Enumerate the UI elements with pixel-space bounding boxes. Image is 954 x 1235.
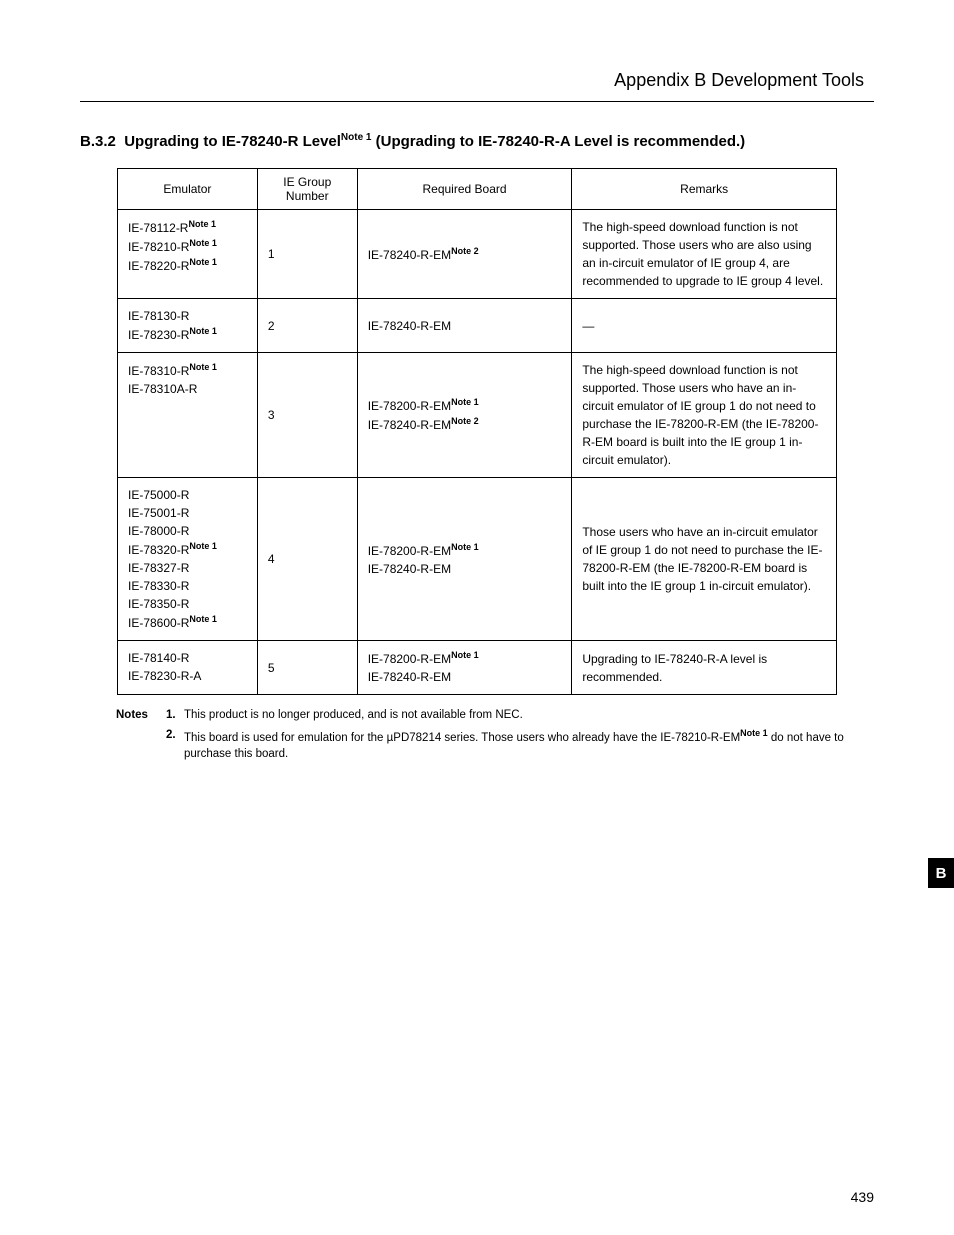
note-1-text: This product is no longer produced, and …: [184, 707, 874, 723]
table-row: IE-75000-RIE-75001-RIE-78000-RIE-78320-R…: [118, 478, 837, 641]
table-row: IE-78130-RIE-78230-RNote 12IE-78240-R-EM…: [118, 299, 837, 353]
table-row: IE-78140-RIE-78230-R-A5IE-78200-R-EMNote…: [118, 641, 837, 695]
emulator-item: IE-78210-RNote 1: [128, 237, 247, 256]
note-ref: Note 1: [189, 238, 217, 248]
note-ref: Note 1: [451, 542, 479, 552]
page-number: 439: [851, 1189, 874, 1205]
emulator-item: IE-78330-R: [128, 577, 247, 595]
th-board: Required Board: [357, 169, 572, 210]
note-ref: Note 1: [189, 326, 217, 336]
note-2-mid: PD78214 series. Those users who already …: [393, 732, 740, 744]
emulator-item: IE-78112-RNote 1: [128, 218, 247, 237]
note-ref: Note 1: [189, 257, 217, 267]
emulator-item: IE-78350-R: [128, 595, 247, 613]
emulator-cell: IE-78112-RNote 1IE-78210-RNote 1IE-78220…: [118, 210, 258, 299]
table-row: IE-78112-RNote 1IE-78210-RNote 1IE-78220…: [118, 210, 837, 299]
emulator-item: IE-78230-RNote 1: [128, 325, 247, 344]
board-cell: IE-78240-R-EM: [357, 299, 572, 353]
remarks-cell: Those users who have an in-circuit emula…: [572, 478, 837, 641]
emulator-item: IE-78130-R: [128, 307, 247, 325]
th-emulator: Emulator: [118, 169, 258, 210]
board-item: IE-78240-R-EM: [368, 317, 562, 335]
note-ref: Note 1: [189, 362, 217, 372]
board-item: IE-78200-R-EMNote 1: [368, 396, 562, 415]
emulator-item: IE-78327-R: [128, 559, 247, 577]
emulator-item: IE-78320-RNote 1: [128, 540, 247, 559]
note-ref: Note 1: [451, 397, 479, 407]
note-2-pre: This board is used for emulation for the: [184, 732, 387, 744]
emulator-item: IE-78310A-R: [128, 380, 247, 398]
notes-section: Notes 1. This product is no longer produ…: [116, 707, 874, 762]
note-row-2: 2. This board is used for emulation for …: [116, 727, 874, 762]
board-cell: IE-78240-R-EMNote 2: [357, 210, 572, 299]
emulator-item: IE-78220-RNote 1: [128, 256, 247, 275]
emulator-item: IE-78230-R-A: [128, 667, 247, 685]
note-row-1: Notes 1. This product is no longer produ…: [116, 707, 874, 723]
page-header-title: Appendix B Development Tools: [80, 70, 874, 91]
notes-label-spacer: [116, 727, 166, 762]
remarks-cell: —: [572, 299, 837, 353]
emulator-cell: IE-78140-RIE-78230-R-A: [118, 641, 258, 695]
remarks-cell: The high-speed download function is not …: [572, 353, 837, 478]
group-cell: 4: [257, 478, 357, 641]
note-ref: Note 1: [188, 219, 216, 229]
emulator-cell: IE-75000-RIE-75001-RIE-78000-RIE-78320-R…: [118, 478, 258, 641]
section-title-pre: Upgrading to IE-78240-R Level: [124, 133, 341, 150]
header-rule: [80, 101, 874, 102]
board-item: IE-78240-R-EMNote 2: [368, 415, 562, 434]
side-tab: B: [928, 858, 954, 888]
note-ref: Note 2: [451, 416, 479, 426]
section-title-note: Note 1: [341, 132, 372, 143]
board-item: IE-78200-R-EMNote 1: [368, 541, 562, 560]
note-ref: Note 1: [189, 541, 217, 551]
board-item: IE-78240-R-EM: [368, 560, 562, 578]
note-ref: Note 2: [451, 246, 479, 256]
board-item: IE-78240-R-EMNote 2: [368, 245, 562, 264]
group-cell: 3: [257, 353, 357, 478]
table-row: IE-78310-RNote 1IE-78310A-R3IE-78200-R-E…: [118, 353, 837, 478]
remarks-cell: The high-speed download function is not …: [572, 210, 837, 299]
notes-label: Notes: [116, 707, 166, 723]
board-item: IE-78240-R-EM: [368, 668, 562, 686]
note-ref: Note 1: [451, 650, 479, 660]
section-title-post: (Upgrading to IE-78240-R-A Level is reco…: [371, 133, 745, 150]
emulator-item: IE-78310-RNote 1: [128, 361, 247, 380]
note-2-sup: Note 1: [740, 728, 768, 738]
group-cell: 1: [257, 210, 357, 299]
note-ref: Note 1: [189, 614, 217, 624]
emulator-item: IE-78140-R: [128, 649, 247, 667]
emulator-item: IE-75000-R: [128, 486, 247, 504]
board-cell: IE-78200-R-EMNote 1IE-78240-R-EMNote 2: [357, 353, 572, 478]
emulator-item: IE-78600-RNote 1: [128, 613, 247, 632]
upgrade-table: Emulator IE Group Number Required Board …: [117, 168, 837, 695]
board-cell: IE-78200-R-EMNote 1IE-78240-R-EM: [357, 641, 572, 695]
note-2-text: This board is used for emulation for the…: [184, 727, 874, 762]
board-item: IE-78200-R-EMNote 1: [368, 649, 562, 668]
emulator-item: IE-75001-R: [128, 504, 247, 522]
group-cell: 2: [257, 299, 357, 353]
note-2-num: 2.: [166, 727, 184, 762]
emulator-item: IE-78000-R: [128, 522, 247, 540]
remarks-cell: Upgrading to IE-78240-R-A level is recom…: [572, 641, 837, 695]
note-1-num: 1.: [166, 707, 184, 723]
emulator-cell: IE-78310-RNote 1IE-78310A-R: [118, 353, 258, 478]
group-cell: 5: [257, 641, 357, 695]
section-number: B.3.2: [80, 133, 116, 150]
th-remarks: Remarks: [572, 169, 837, 210]
emulator-cell: IE-78130-RIE-78230-RNote 1: [118, 299, 258, 353]
section-heading: B.3.2 Upgrading to IE-78240-R LevelNote …: [80, 132, 874, 150]
board-cell: IE-78200-R-EMNote 1IE-78240-R-EM: [357, 478, 572, 641]
table-header-row: Emulator IE Group Number Required Board …: [118, 169, 837, 210]
th-group: IE Group Number: [257, 169, 357, 210]
